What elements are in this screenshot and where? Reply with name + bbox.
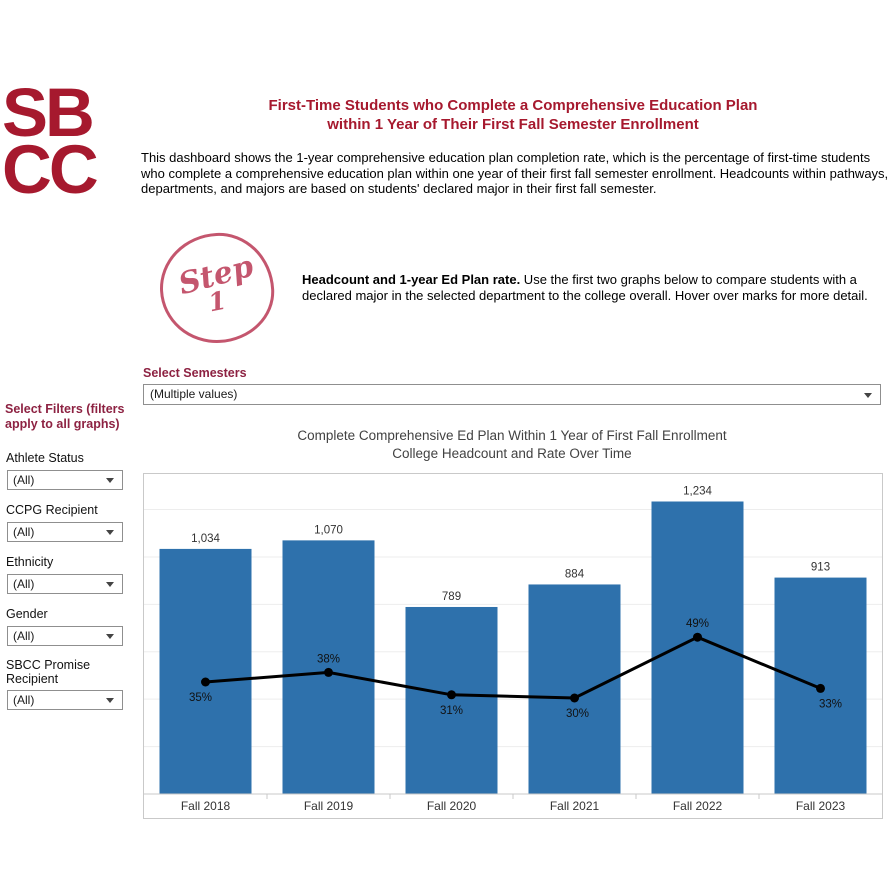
rate-label: 49% xyxy=(686,618,709,630)
select-filters-heading: Select Filters (filters apply to all gra… xyxy=(5,402,125,431)
sbcc-logo-line1: SB xyxy=(2,74,95,151)
x-axis-label: Fall 2020 xyxy=(427,799,477,813)
page-title-line2: within 1 Year of Their First Fall Semest… xyxy=(327,116,699,133)
filter-label-ccpg-recipient: CCPG Recipient xyxy=(6,503,98,517)
step-1-badge-icon: Step 1 xyxy=(157,230,277,346)
x-axis-label: Fall 2023 xyxy=(796,799,846,813)
chart-title-line2: College Headcount and Rate Over Time xyxy=(392,446,632,461)
bar-value-label: 1,034 xyxy=(191,533,220,545)
rate-label: 33% xyxy=(819,698,842,710)
headcount-bar[interactable] xyxy=(651,501,744,794)
filter-label-gender: Gender xyxy=(6,607,48,621)
rate-point[interactable] xyxy=(693,632,702,642)
rate-label: 31% xyxy=(440,705,463,717)
select-semesters-label: Select Semesters xyxy=(143,366,247,380)
bar-value-label: 1,234 xyxy=(683,485,712,497)
gender-dropdown-value: (All) xyxy=(13,629,35,643)
chart-title: Complete Comprehensive Ed Plan Within 1 … xyxy=(143,427,881,463)
step-1-instructions-body: Use the first two graphs below to compar… xyxy=(302,272,868,304)
headcount-rate-chart: 1,034 1,070 789 884 1,234 913 Fall 2018 Fall 20… xyxy=(143,473,883,819)
semester-dropdown[interactable]: (Multiple values) xyxy=(143,384,881,405)
chart-canvas: 1,034 1,070 789 884 1,234 913 Fall 2018 Fall 20… xyxy=(144,485,882,813)
rate-label: 30% xyxy=(566,708,589,720)
page-title: First-Time Students who Complete a Compr… xyxy=(145,96,881,134)
chart-title-line1: Complete Comprehensive Ed Plan Within 1 … xyxy=(297,428,727,443)
step-1-instructions: Headcount and 1-year Ed Plan rate. Use t… xyxy=(302,272,888,304)
rate-point[interactable] xyxy=(570,693,579,703)
rate-label: 38% xyxy=(317,653,340,665)
rate-point[interactable] xyxy=(447,690,456,700)
rate-point[interactable] xyxy=(324,667,333,677)
rate-point[interactable] xyxy=(816,683,825,693)
ccpg-recipient-dropdown-value: (All) xyxy=(13,525,35,539)
filter-label-ethnicity: Ethnicity xyxy=(6,555,54,569)
x-axis-label: Fall 2019 xyxy=(304,799,354,813)
bar-value-label: 913 xyxy=(811,562,830,574)
dropdown-arrow-icon xyxy=(106,478,114,483)
x-axis-label: Fall 2021 xyxy=(550,799,600,813)
bar-value-label: 789 xyxy=(442,591,461,603)
dropdown-arrow-icon xyxy=(106,634,114,639)
headcount-bar[interactable] xyxy=(282,540,375,794)
sbcc-promise-recipient-dropdown-value: (All) xyxy=(13,693,35,707)
headcount-bar[interactable] xyxy=(159,548,252,794)
ethnicity-dropdown[interactable]: (All) xyxy=(7,574,123,594)
ccpg-recipient-dropdown[interactable]: (All) xyxy=(7,522,123,542)
sbcc-promise-recipient-dropdown[interactable]: (All) xyxy=(7,690,123,710)
gender-dropdown[interactable]: (All) xyxy=(7,626,123,646)
athlete-status-dropdown-value: (All) xyxy=(13,473,35,487)
step-badge-number: 1 xyxy=(206,285,229,318)
athlete-status-dropdown[interactable]: (All) xyxy=(7,470,123,490)
filter-label-athlete-status: Athlete Status xyxy=(6,451,84,465)
x-axis-label: Fall 2018 xyxy=(181,799,231,813)
dropdown-arrow-icon xyxy=(106,530,114,535)
sbcc-logo-line2: CC xyxy=(2,131,99,208)
rate-label: 35% xyxy=(189,692,212,704)
headcount-bar[interactable] xyxy=(528,584,621,794)
dropdown-arrow-icon xyxy=(864,392,872,398)
dropdown-arrow-icon xyxy=(106,698,114,703)
dropdown-arrow-icon xyxy=(106,582,114,587)
rate-line xyxy=(205,635,822,700)
filter-label-sbcc-promise-recipient: SBCC Promise Recipient xyxy=(6,658,91,686)
x-axis-label: Fall 2022 xyxy=(673,799,723,813)
page-title-line1: First-Time Students who Complete a Compr… xyxy=(268,97,758,114)
semester-dropdown-value: (Multiple values) xyxy=(150,387,238,401)
bar-value-label: 884 xyxy=(565,568,585,580)
headcount-bar[interactable] xyxy=(405,606,498,794)
sbcc-logo: SB CC xyxy=(2,74,99,208)
dashboard-description: This dashboard shows the 1-year comprehe… xyxy=(141,150,889,197)
ethnicity-dropdown-value: (All) xyxy=(13,577,35,591)
step-1-instructions-bold: Headcount and 1-year Ed Plan rate. xyxy=(302,272,521,287)
rate-point[interactable] xyxy=(201,677,210,687)
bar-value-label: 1,070 xyxy=(314,524,343,536)
